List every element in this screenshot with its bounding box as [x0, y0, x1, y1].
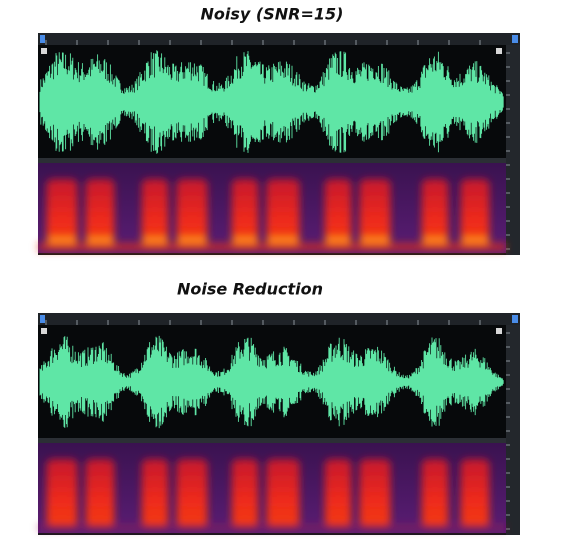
spectrogram-energy [38, 179, 506, 251]
low-freq-energy [462, 237, 488, 247]
corner-icon [496, 48, 502, 54]
speech-energy [266, 459, 300, 527]
zoom-button [512, 35, 518, 43]
speech-energy [141, 459, 169, 527]
low-freq-energy [48, 237, 76, 247]
speech-energy [231, 179, 259, 247]
speech-energy [421, 459, 449, 527]
speech-energy [85, 179, 115, 247]
low-freq-energy [178, 237, 206, 247]
low-freq-energy [87, 237, 113, 247]
speech-energy [141, 179, 169, 247]
amplitude-scale [506, 45, 520, 255]
noise-floor [38, 243, 506, 251]
editor-panel [38, 313, 520, 535]
panel-title: Noise Reduction [177, 280, 323, 299]
low-freq-energy [233, 237, 257, 247]
low-freq-energy [423, 237, 447, 247]
waveform [39, 50, 504, 154]
speech-energy [421, 179, 449, 247]
amplitude-scale [506, 325, 520, 535]
speech-energy [359, 179, 391, 247]
speech-energy [359, 459, 391, 527]
noise-floor [38, 525, 506, 530]
speech-energy [176, 179, 208, 247]
low-freq-energy [143, 237, 167, 247]
time-ruler [38, 313, 520, 325]
speech-energy [85, 459, 115, 527]
corner-icon [496, 328, 502, 334]
speech-energy [460, 459, 490, 527]
corner-icon [41, 328, 47, 334]
low-freq-energy [361, 237, 389, 247]
speech-energy [176, 459, 208, 527]
zoom-button [512, 315, 518, 323]
low-freq-energy [326, 237, 350, 247]
panel-title: Noisy (SNR=15) [201, 5, 344, 24]
corner-icon [41, 48, 47, 54]
speech-energy [46, 459, 78, 527]
separator [38, 158, 506, 163]
spectrogram-energy [38, 459, 506, 530]
separator [38, 438, 506, 443]
spectrogram [38, 443, 506, 533]
play-marker [40, 35, 45, 43]
speech-energy [324, 179, 352, 247]
time-ruler [38, 33, 520, 45]
waveform [39, 335, 504, 429]
editor-panel [38, 33, 520, 255]
speech-energy [460, 179, 490, 247]
speech-energy [46, 179, 78, 247]
speech-energy [266, 179, 300, 247]
speech-energy [231, 459, 259, 527]
low-freq-energy [268, 237, 298, 247]
spectrogram [38, 163, 506, 253]
play-marker [40, 315, 45, 323]
speech-energy [324, 459, 352, 527]
